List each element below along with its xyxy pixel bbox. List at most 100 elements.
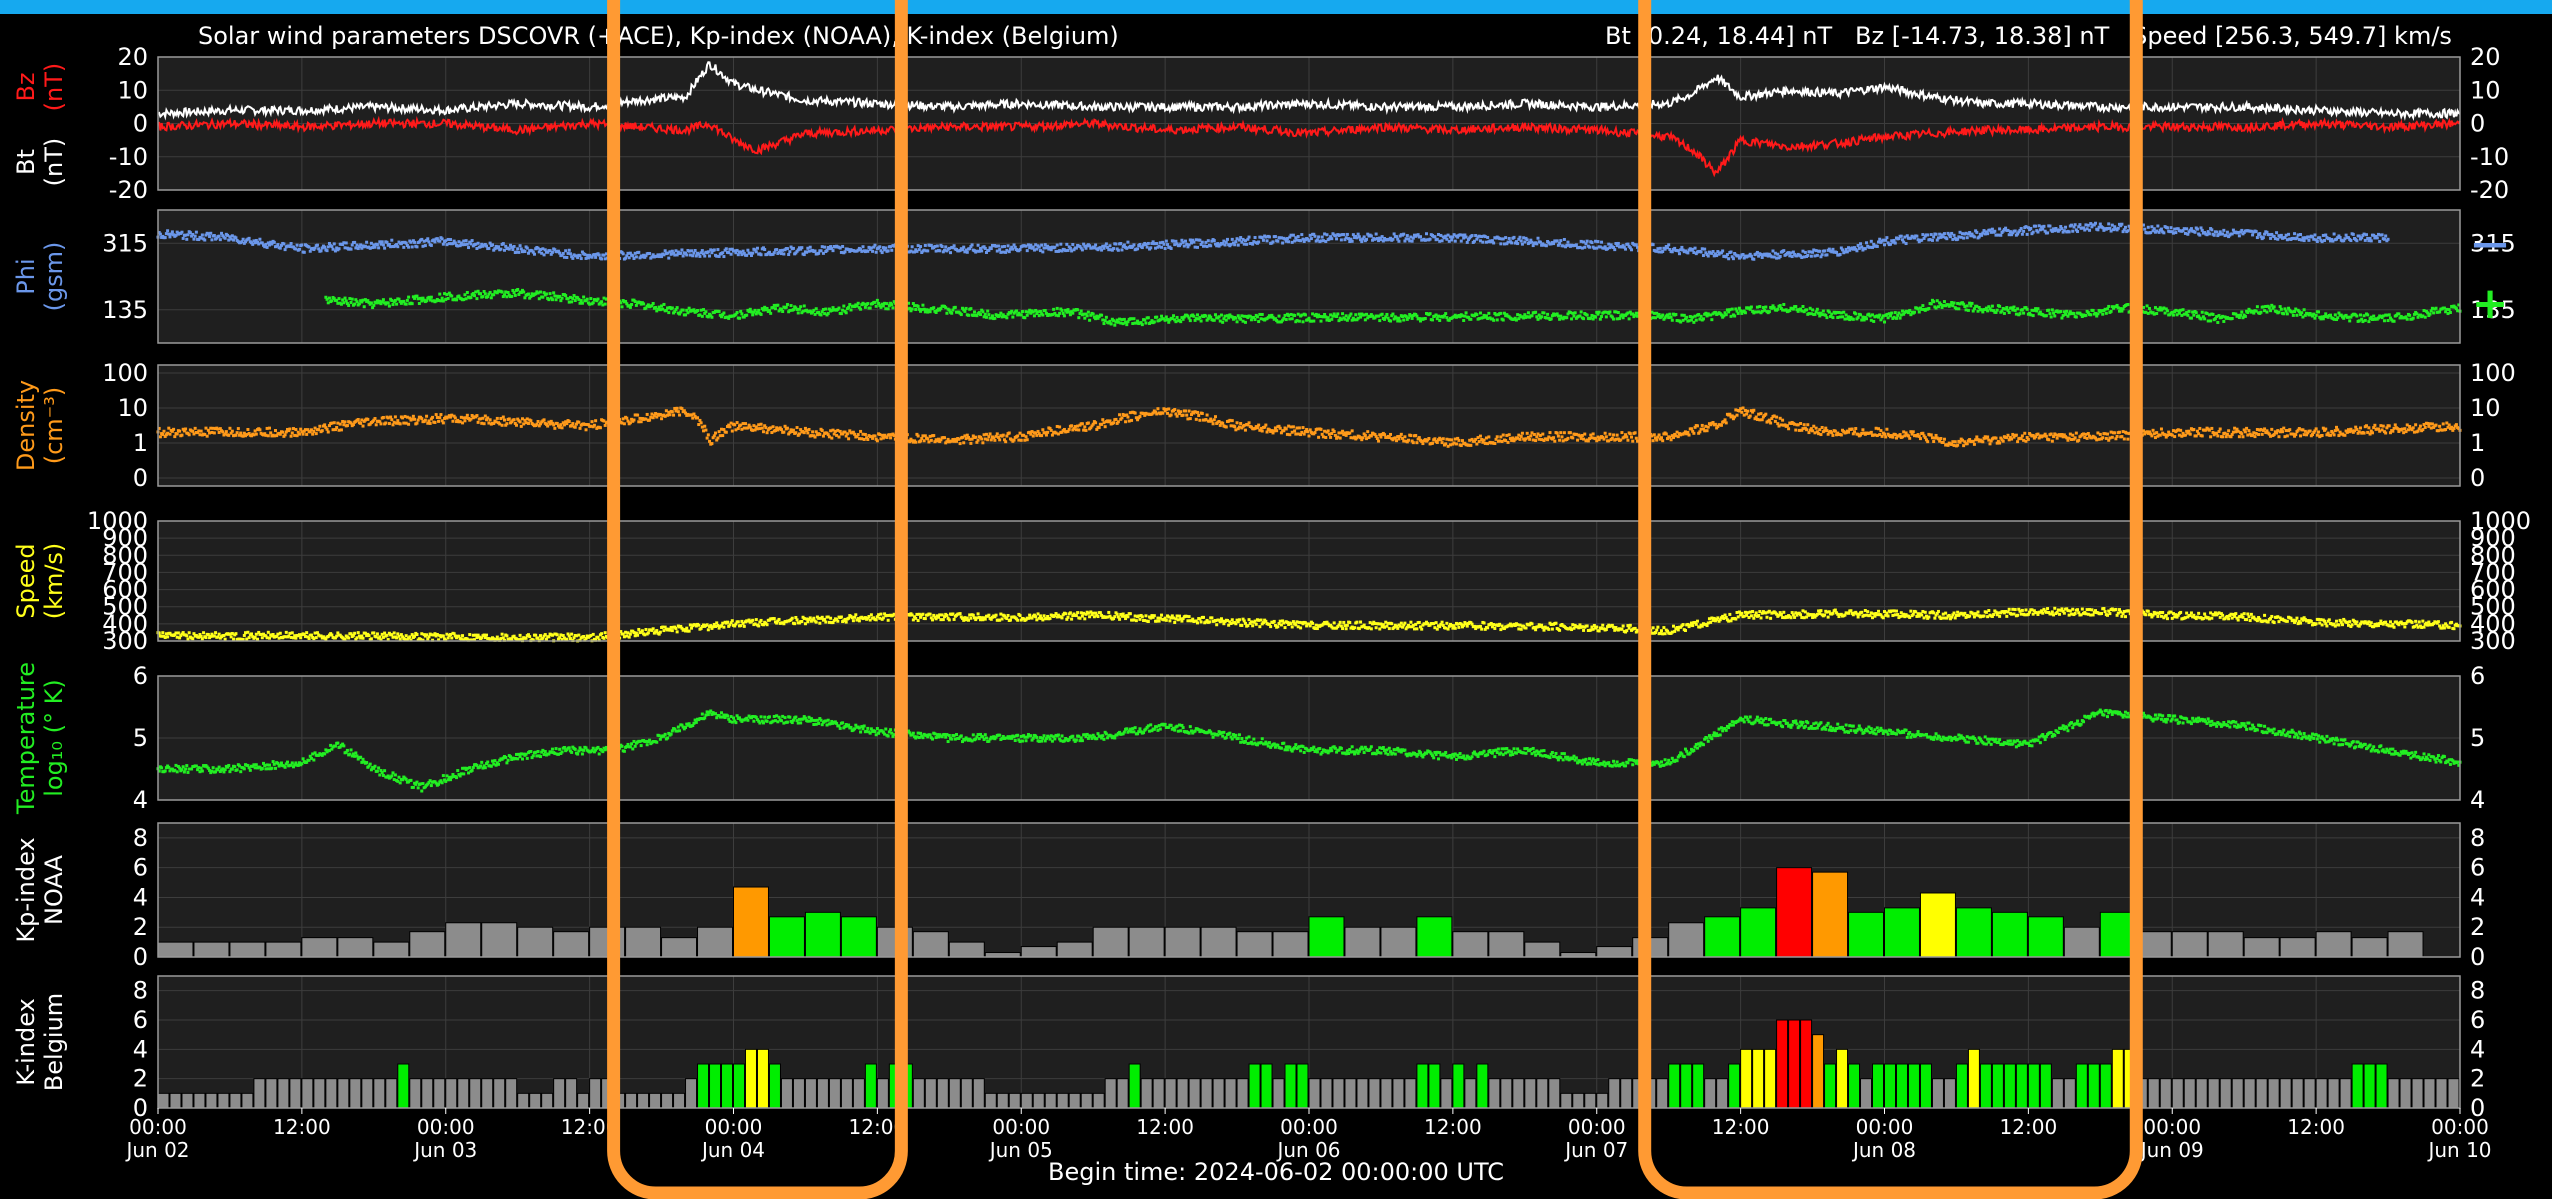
density-point xyxy=(1651,439,1655,443)
phi_minus-point xyxy=(1355,236,1359,240)
density-point xyxy=(1579,436,1583,440)
phi_minus-point xyxy=(843,250,847,254)
phi_plus-point xyxy=(2171,313,2175,317)
phi_minus-point xyxy=(1260,236,1264,240)
density-point xyxy=(841,432,845,436)
phi_plus-point xyxy=(1754,310,1758,314)
phi_plus-point xyxy=(1984,306,1988,310)
density-point xyxy=(696,416,700,420)
phi_minus-point xyxy=(2059,225,2063,229)
phi_plus-point xyxy=(657,305,661,309)
phi_minus-point xyxy=(1433,235,1437,239)
phi_minus-point xyxy=(755,246,759,250)
phi_minus-point xyxy=(1114,242,1118,246)
phi_minus-point xyxy=(883,248,887,252)
phi_plus-point xyxy=(1131,322,1135,326)
phi_minus-point xyxy=(2106,226,2110,230)
phi_plus-point xyxy=(361,298,365,302)
phi_plus-point xyxy=(2022,311,2026,315)
phi_minus-point xyxy=(1315,238,1319,242)
phi_minus-point xyxy=(1903,235,1907,239)
phi_minus-point xyxy=(1766,254,1770,258)
phi_minus-point xyxy=(938,249,942,253)
phi_minus-point xyxy=(272,240,276,244)
phi_plus-point xyxy=(1627,317,1631,321)
density-point xyxy=(1625,435,1629,439)
phi_plus-point xyxy=(2191,310,2195,314)
density-point xyxy=(626,419,630,423)
density-point xyxy=(1493,441,1497,445)
phi_plus-point xyxy=(1230,315,1234,319)
density-point xyxy=(802,431,806,435)
density-point xyxy=(408,416,412,420)
phi_plus-point xyxy=(1402,318,1406,322)
phi_minus-point xyxy=(186,233,190,237)
phi_minus-point xyxy=(1968,231,1972,235)
phi_minus-point xyxy=(1960,232,1964,236)
phi_plus-point xyxy=(2012,305,2016,309)
density-point xyxy=(787,432,791,436)
density-point xyxy=(788,430,792,434)
phi_plus-point xyxy=(2126,302,2130,306)
phi_plus-point xyxy=(1770,306,1774,310)
density-point xyxy=(1524,437,1528,441)
phi_minus-point xyxy=(550,250,554,254)
phi_minus-point xyxy=(1716,250,1720,254)
phi_minus-point xyxy=(2112,228,2116,232)
phi_plus-point xyxy=(825,313,829,317)
phi_minus-point xyxy=(1872,242,1876,246)
phi_plus-point xyxy=(2110,305,2114,309)
density-point xyxy=(542,418,546,422)
phi_minus-point xyxy=(740,253,744,257)
phi_minus-point xyxy=(648,251,652,255)
density-point xyxy=(1456,436,1460,440)
density-point xyxy=(584,428,588,432)
density-point xyxy=(1348,431,1352,435)
density-point xyxy=(871,436,875,440)
phi_minus-point xyxy=(452,239,456,243)
phi_plus-point xyxy=(1478,311,1482,315)
phi_plus-point xyxy=(1481,316,1485,320)
phi_plus-point xyxy=(2010,306,2014,310)
phi_minus-point xyxy=(1656,247,1660,251)
phi_plus-point xyxy=(1309,319,1313,323)
density-point xyxy=(1597,438,1601,442)
phi_minus-point xyxy=(319,249,323,253)
phi_minus-point xyxy=(1344,236,1348,240)
density-point xyxy=(238,433,242,437)
phi_minus-point xyxy=(543,248,547,252)
phi_minus-point xyxy=(1483,235,1487,239)
phi_minus-point xyxy=(1831,247,1835,251)
phi_minus-point xyxy=(1047,247,1051,251)
phi_plus-point xyxy=(1591,317,1595,321)
density-point xyxy=(805,429,809,433)
phi_plus-point xyxy=(2116,306,2120,310)
density-point xyxy=(217,430,221,434)
phi_minus-point xyxy=(2210,228,2214,232)
phi_plus-point xyxy=(664,308,668,312)
phi_plus-point xyxy=(350,297,354,301)
phi_plus-point xyxy=(890,303,894,307)
density-point xyxy=(1532,432,1536,436)
density-point xyxy=(806,431,810,435)
density-point xyxy=(785,426,789,430)
phi_plus-point xyxy=(1839,311,1843,315)
phi_plus-point xyxy=(1869,318,1873,322)
phi_minus-point xyxy=(1361,237,1365,241)
density-point xyxy=(1650,434,1654,438)
phi_plus-point xyxy=(1273,317,1277,321)
density-point xyxy=(1541,432,1545,436)
phi_minus-point xyxy=(2230,232,2234,236)
phi_plus-point xyxy=(522,290,526,294)
phi_plus-point xyxy=(1831,316,1835,320)
density-point xyxy=(1233,425,1237,429)
phi_minus-point xyxy=(1008,247,1012,251)
phi_plus-point xyxy=(1349,312,1353,316)
density-point xyxy=(1278,426,1282,430)
density-point xyxy=(1151,411,1155,415)
density-point xyxy=(1143,413,1147,417)
phi_minus-point xyxy=(730,247,734,251)
phi_minus-point xyxy=(518,244,522,248)
phi_plus-point xyxy=(1363,318,1367,322)
density-point xyxy=(1537,437,1541,441)
